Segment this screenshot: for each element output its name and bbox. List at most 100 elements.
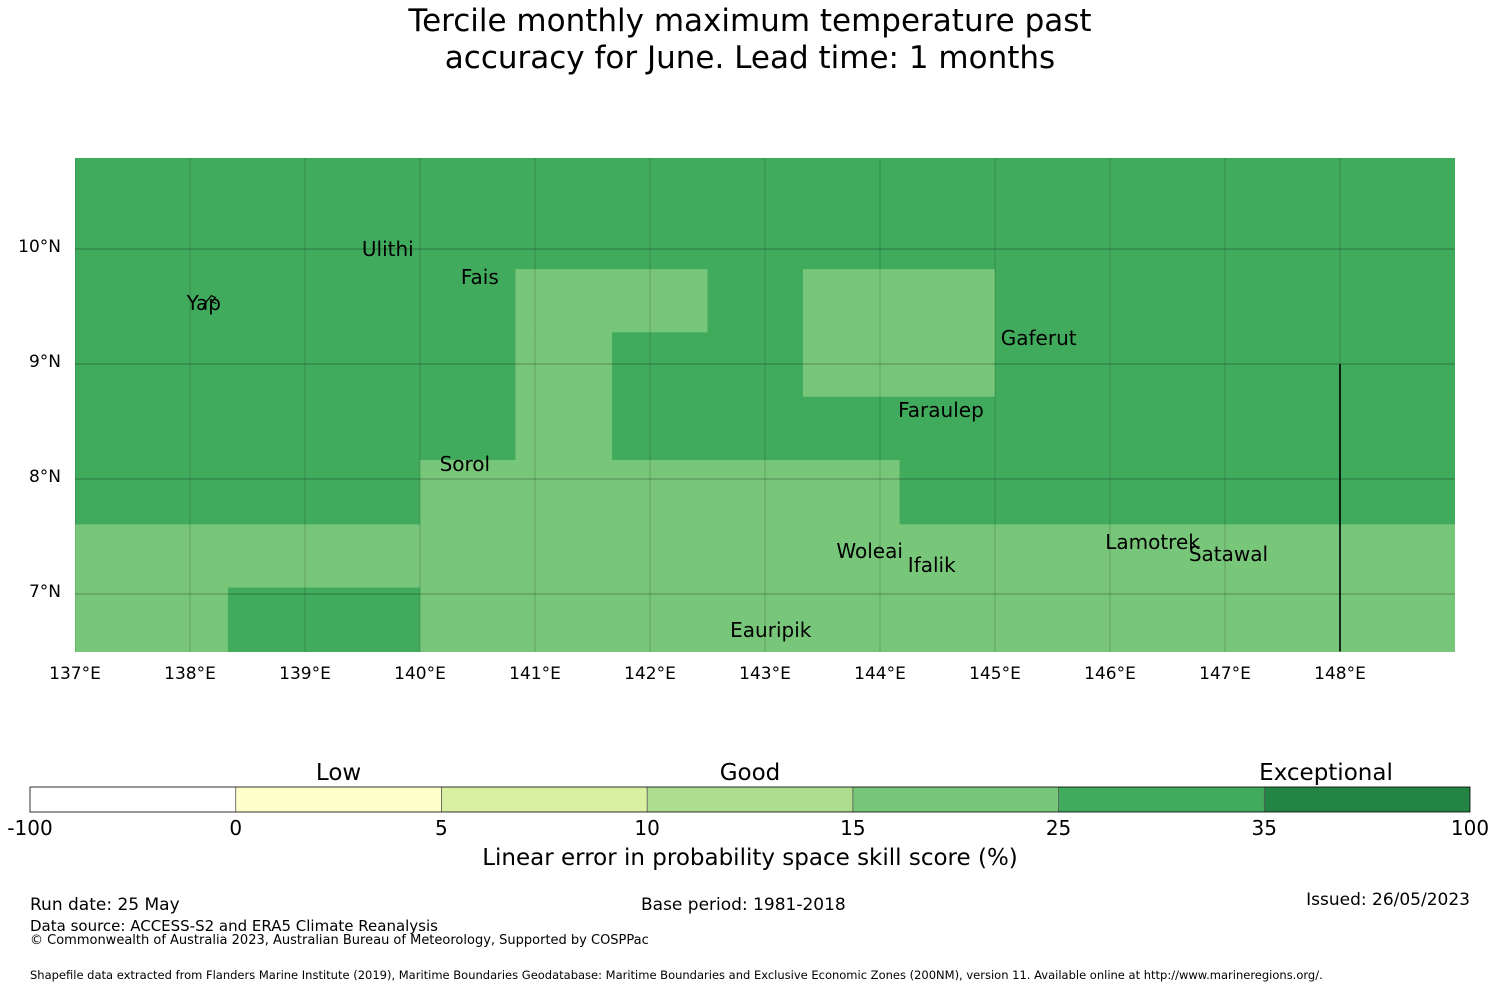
lon-tick-label: 147°E <box>1199 664 1251 684</box>
grid-cell <box>1090 459 1188 525</box>
lon-tick-label: 148°E <box>1314 664 1366 684</box>
grid-cell <box>707 587 804 652</box>
grid-cell <box>324 459 421 525</box>
grid-cell <box>899 459 996 525</box>
grid-cell <box>324 587 421 652</box>
grid-cell <box>1090 331 1188 397</box>
place-label: Yap <box>186 291 221 316</box>
grid-cell <box>1377 651 1455 652</box>
grid-cell <box>1187 587 1283 652</box>
place-label: Faraulep <box>898 398 984 422</box>
grid-cell <box>802 459 901 525</box>
grid-cell <box>899 523 996 588</box>
grid-cell <box>802 204 901 270</box>
copyright: © Commonwealth of Australia 2023, Austra… <box>30 933 649 948</box>
colorbar-category-label: Exceptional <box>1259 760 1393 786</box>
grid-cell <box>612 587 708 652</box>
grid-cell <box>612 268 708 333</box>
grid-cell <box>324 204 421 270</box>
grid-cell <box>515 331 613 397</box>
grid-cell <box>324 268 421 333</box>
grid-cell <box>802 331 901 397</box>
grid-cell <box>324 523 421 588</box>
grid-cell <box>1090 396 1188 460</box>
grid-cell <box>1187 459 1283 525</box>
grid-cell <box>227 268 326 333</box>
grid-cell <box>75 268 134 333</box>
grid-cell <box>1282 268 1379 333</box>
grid-cell <box>1282 523 1379 588</box>
grid-cell <box>1187 331 1283 397</box>
grid-cell <box>1282 204 1379 270</box>
lon-tick-label: 144°E <box>854 664 906 684</box>
colorbar-tick-label: 15 <box>840 816 866 840</box>
grid-cell <box>420 158 516 205</box>
grid-cell <box>75 459 134 525</box>
grid-cell <box>515 268 613 333</box>
place-label: Ifalik <box>907 553 956 578</box>
grid-cell <box>324 331 421 397</box>
grid-cell <box>1377 459 1455 525</box>
grid-cell <box>899 268 996 333</box>
grid-cell <box>707 268 804 333</box>
grid-cell <box>707 331 804 397</box>
colorbar-swatch <box>441 787 648 812</box>
grid-cell <box>899 396 996 460</box>
grid-cell <box>420 523 516 588</box>
grid-cell <box>75 523 134 588</box>
grid-cell <box>75 587 134 652</box>
grid-cell <box>75 396 134 460</box>
grid-cell <box>1187 204 1283 270</box>
colorbar-category-label: Low <box>315 760 362 786</box>
shapefile-credit: Shapefile data extracted from Flanders M… <box>30 968 1323 982</box>
grid-cell <box>515 158 613 205</box>
lat-tick-label: 10°N <box>18 237 61 257</box>
grid-cell <box>802 523 901 588</box>
grid-cell <box>707 396 804 460</box>
colorbar-tick-label: 25 <box>1045 816 1072 840</box>
grid-cell <box>1090 268 1188 333</box>
grid-cell <box>227 331 326 397</box>
grid-cell <box>420 331 516 397</box>
grid-cell <box>420 204 516 270</box>
grid-cell <box>995 204 1091 270</box>
grid-cell <box>802 587 901 652</box>
map-title-line-1: Tercile monthly maximum temperature past <box>408 3 1092 39</box>
grid-cell <box>324 158 421 205</box>
grid-cell <box>995 158 1091 205</box>
grid-cell <box>1090 523 1188 588</box>
grid-cell <box>612 158 708 205</box>
data-source: Data source: ACCESS-S2 and ERA5 Climate … <box>30 917 438 935</box>
grid-cell <box>132 459 229 525</box>
grid-cell <box>1187 396 1283 460</box>
grid-cell <box>1377 331 1455 397</box>
base-period: Base period: 1981-2018 <box>641 895 846 915</box>
grid-cell <box>75 158 134 205</box>
grid-cell <box>707 523 804 588</box>
graticule <box>75 158 1455 652</box>
grid-cell <box>802 396 901 460</box>
grid-cell <box>132 523 229 588</box>
place-label: Ulithi <box>361 237 414 261</box>
colorbar-category-label: Good <box>719 760 781 786</box>
issued-date: Issued: 26/05/2023 <box>1306 890 1470 910</box>
grid-cell <box>995 459 1091 525</box>
grid-cell <box>515 396 613 460</box>
grid-cell <box>995 587 1091 652</box>
lon-tick-label: 142°E <box>624 664 676 684</box>
lat-tick-label: 7°N <box>28 582 61 602</box>
grid-cell <box>227 587 326 652</box>
grid-cell <box>1377 396 1455 460</box>
grid-cell <box>802 268 901 333</box>
grid-cell <box>612 331 708 397</box>
lon-tick-label: 145°E <box>969 664 1021 684</box>
lon-tick-label: 137°E <box>49 664 101 684</box>
grid-cell <box>75 331 134 397</box>
colorbar <box>29 786 1471 813</box>
grid-cell <box>515 523 613 588</box>
grid-cell <box>1377 158 1455 205</box>
colorbar-tick-label: 100 <box>1450 816 1490 840</box>
lon-tick-label: 139°E <box>279 664 331 684</box>
grid-cells <box>75 158 1455 652</box>
lon-tick-label: 141°E <box>509 664 561 684</box>
